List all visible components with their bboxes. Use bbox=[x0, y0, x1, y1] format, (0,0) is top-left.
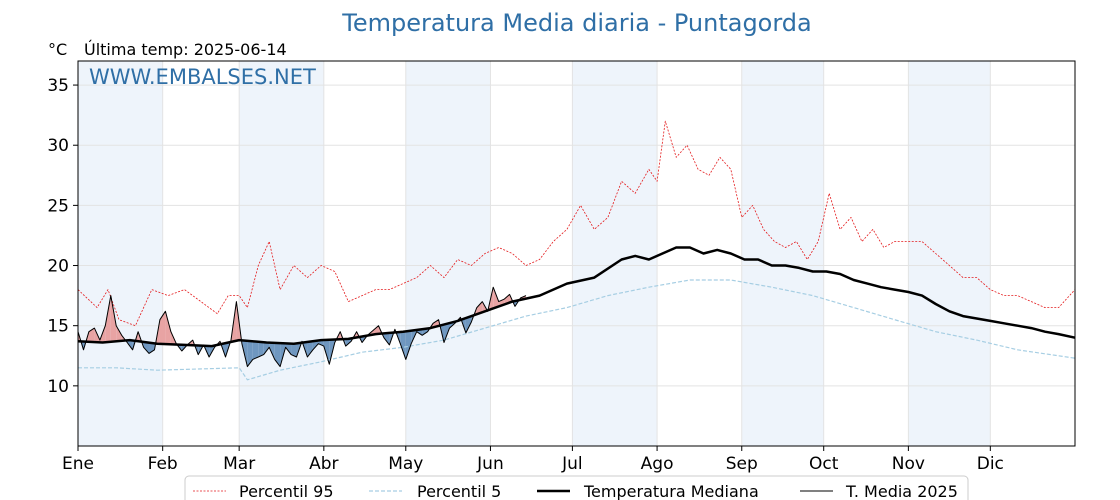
series-lines bbox=[77, 120, 1076, 381]
x-tick-label-feb: Feb bbox=[148, 454, 178, 474]
grid-lines bbox=[77, 61, 1075, 446]
x-tick-label-jun: Jun bbox=[476, 454, 504, 474]
deviation-fill-14 bbox=[149, 342, 155, 354]
month-band-may bbox=[405, 61, 491, 446]
month-band-nov bbox=[908, 61, 991, 446]
x-axis: Ene Feb Mar Abr May Jun Jul Ago Sep Oct Nov Dic bbox=[62, 446, 1004, 474]
y-tick-label-10: 10 bbox=[47, 377, 69, 397]
legend-label-p5: Percentil 5 bbox=[417, 482, 501, 500]
series-line-p5 bbox=[78, 279, 1076, 381]
deviation-fill-6 bbox=[105, 295, 111, 343]
deviation-fill-32 bbox=[247, 340, 253, 367]
deviation-fill-7 bbox=[110, 295, 117, 342]
x-tick-label-mar: Mar bbox=[223, 454, 255, 474]
x-tick-label-sep: Sep bbox=[726, 454, 758, 474]
deviation-fill-13 bbox=[143, 341, 150, 354]
y-tick-label-35: 35 bbox=[47, 76, 69, 96]
legend-label-p95: Percentil 95 bbox=[239, 482, 334, 500]
y-tick-label-15: 15 bbox=[47, 317, 69, 337]
x-tick-label-dic: Dic bbox=[977, 454, 1004, 474]
last-temperature-label: Última temp: 2025-06-14 bbox=[84, 40, 287, 59]
series-line-median bbox=[77, 246, 1076, 348]
x-tick-label-jul: Jul bbox=[561, 454, 583, 474]
deviation-fill-39 bbox=[285, 343, 292, 355]
x-tick-label-nov: Nov bbox=[892, 454, 925, 474]
deviation-fill-33 bbox=[252, 341, 259, 360]
y-tick-label-30: 30 bbox=[47, 136, 69, 156]
deviation-fill-57 bbox=[383, 332, 390, 345]
month-band-ene bbox=[78, 61, 163, 446]
plot-frame bbox=[77, 60, 1076, 447]
legend-box bbox=[184, 475, 969, 500]
deviation-fill-17 bbox=[165, 311, 171, 345]
deviation-fill-55 bbox=[373, 325, 379, 335]
deviation-fill-16 bbox=[159, 311, 166, 345]
y-tick-label-25: 25 bbox=[47, 196, 69, 216]
y-tick-label-20: 20 bbox=[47, 257, 69, 277]
month-band-mar bbox=[239, 61, 324, 446]
deviation-fill-35 bbox=[263, 342, 270, 355]
deviation-fill-50 bbox=[345, 338, 352, 347]
legend-label-current: T. Media 2025 bbox=[845, 482, 958, 500]
legend-label-median: Temperatura Mediana bbox=[583, 482, 759, 500]
deviation-fill-61 bbox=[405, 330, 412, 360]
month-bands bbox=[78, 61, 991, 446]
watermark: WWW.EMBALSES.NET bbox=[89, 65, 316, 89]
series-line-p95 bbox=[77, 120, 1076, 327]
month-band-jul bbox=[572, 61, 658, 446]
deviation-fill-74 bbox=[476, 301, 483, 315]
x-tick-label-abr: Abr bbox=[309, 454, 338, 474]
deviation-fill-40 bbox=[291, 343, 297, 357]
deviation-fill-8 bbox=[116, 325, 122, 342]
series-line-current bbox=[77, 286, 527, 368]
x-tick-label-oct: Oct bbox=[809, 454, 839, 474]
x-tick-label-ago: Ago bbox=[641, 454, 674, 474]
deviation-fill-60 bbox=[400, 331, 406, 360]
y-axis-unit: °C bbox=[48, 40, 67, 59]
deviation-fill-3 bbox=[88, 328, 95, 343]
deviation-fill-77 bbox=[493, 287, 499, 309]
deviation-fill-72 bbox=[465, 316, 472, 333]
legend: Percentil 95 Percentil 5 Temperatura Media… bbox=[184, 475, 969, 500]
deviation-fill-43 bbox=[307, 341, 313, 357]
x-tick-label-may: May bbox=[388, 454, 423, 474]
x-tick-label-ene: Ene bbox=[62, 454, 94, 474]
chart-title: Temperatura Media diaria - Puntagorda bbox=[341, 9, 812, 37]
y-axis: 10 15 20 25 30 35 bbox=[47, 76, 78, 397]
month-band-sep bbox=[741, 61, 824, 446]
deviation-fill-44 bbox=[312, 340, 319, 350]
deviation-fill-34 bbox=[258, 341, 264, 357]
